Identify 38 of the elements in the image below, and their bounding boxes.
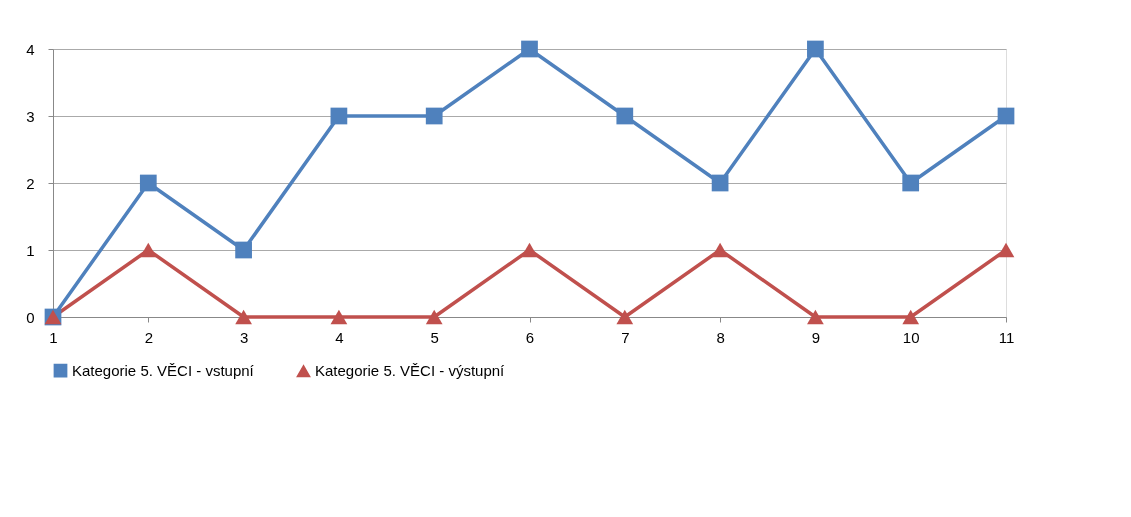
point [139, 242, 157, 258]
point [997, 107, 1015, 125]
x-tick-label: 7 [621, 328, 630, 346]
legend-label: Kategorie 5. VĚCI - výstupní [315, 362, 506, 380]
y-tick-label: 4 [26, 40, 35, 58]
point [997, 242, 1015, 258]
x-tick-label: 5 [430, 328, 439, 346]
point [616, 309, 634, 325]
point [902, 174, 920, 192]
y-tick-label: 0 [26, 308, 35, 326]
point [807, 309, 824, 325]
legend-label: Kategorie 5. VĚCI - vstupní [72, 361, 255, 379]
y-tick-label: 3 [26, 107, 35, 125]
x-tick-label: 1 [49, 328, 58, 346]
point [330, 309, 348, 325]
x-tick-label: 9 [811, 328, 821, 346]
point [711, 242, 729, 258]
point [807, 40, 824, 58]
point [521, 242, 538, 258]
x-tick-label: 11 [998, 328, 1015, 346]
point [330, 107, 348, 125]
y-tick-label: 1 [26, 241, 35, 259]
point [711, 174, 729, 192]
point [425, 309, 443, 325]
point [902, 309, 920, 325]
x-tick-label: 2 [144, 328, 153, 346]
x-tick-label: 8 [716, 328, 725, 346]
y-tick-label: 2 [26, 174, 35, 192]
point [139, 174, 157, 192]
x-tick-label: 6 [525, 328, 535, 346]
point [425, 107, 443, 125]
x-tick-label: 10 [902, 328, 920, 346]
x-tick-label: 3 [239, 328, 249, 346]
point [616, 107, 634, 125]
point [521, 40, 538, 58]
x-tick-label: 4 [335, 328, 344, 346]
point [235, 309, 252, 325]
point [235, 241, 252, 259]
